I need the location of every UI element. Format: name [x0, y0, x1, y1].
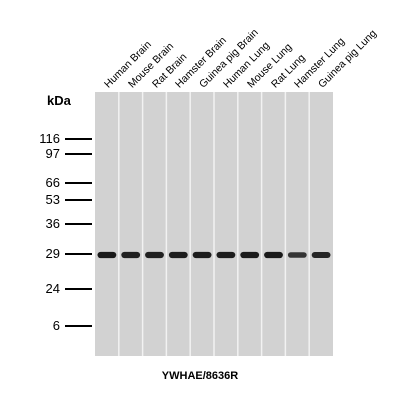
- bands: [97, 251, 331, 259]
- band-lane-5: [192, 251, 212, 259]
- marker-label-116: 116: [39, 131, 60, 146]
- band-lane-3: [145, 251, 164, 259]
- band-lane-2: [121, 251, 141, 259]
- membrane-group: [95, 92, 333, 356]
- marker-label-24: 24: [45, 281, 60, 296]
- marker-label-36: 36: [45, 216, 60, 231]
- marker-label-6: 6: [52, 318, 60, 333]
- marker-label-97: 97: [45, 146, 60, 161]
- marker-ticks: [65, 138, 92, 327]
- kda-unit-label: kDa: [47, 93, 71, 108]
- band-lane-8: [264, 251, 283, 259]
- band-lane-4: [168, 251, 188, 259]
- marker-label-29: 29: [45, 246, 60, 261]
- marker-label-53: 53: [45, 192, 60, 207]
- marker-label-66: 66: [45, 175, 60, 190]
- band-lane-1: [97, 251, 117, 259]
- antibody-caption: YWHAE/8636R: [161, 370, 239, 382]
- band-lane-7: [240, 251, 260, 259]
- band-lane-10: [311, 251, 331, 259]
- band-lane-9: [287, 252, 307, 258]
- band-lane-6: [216, 251, 236, 259]
